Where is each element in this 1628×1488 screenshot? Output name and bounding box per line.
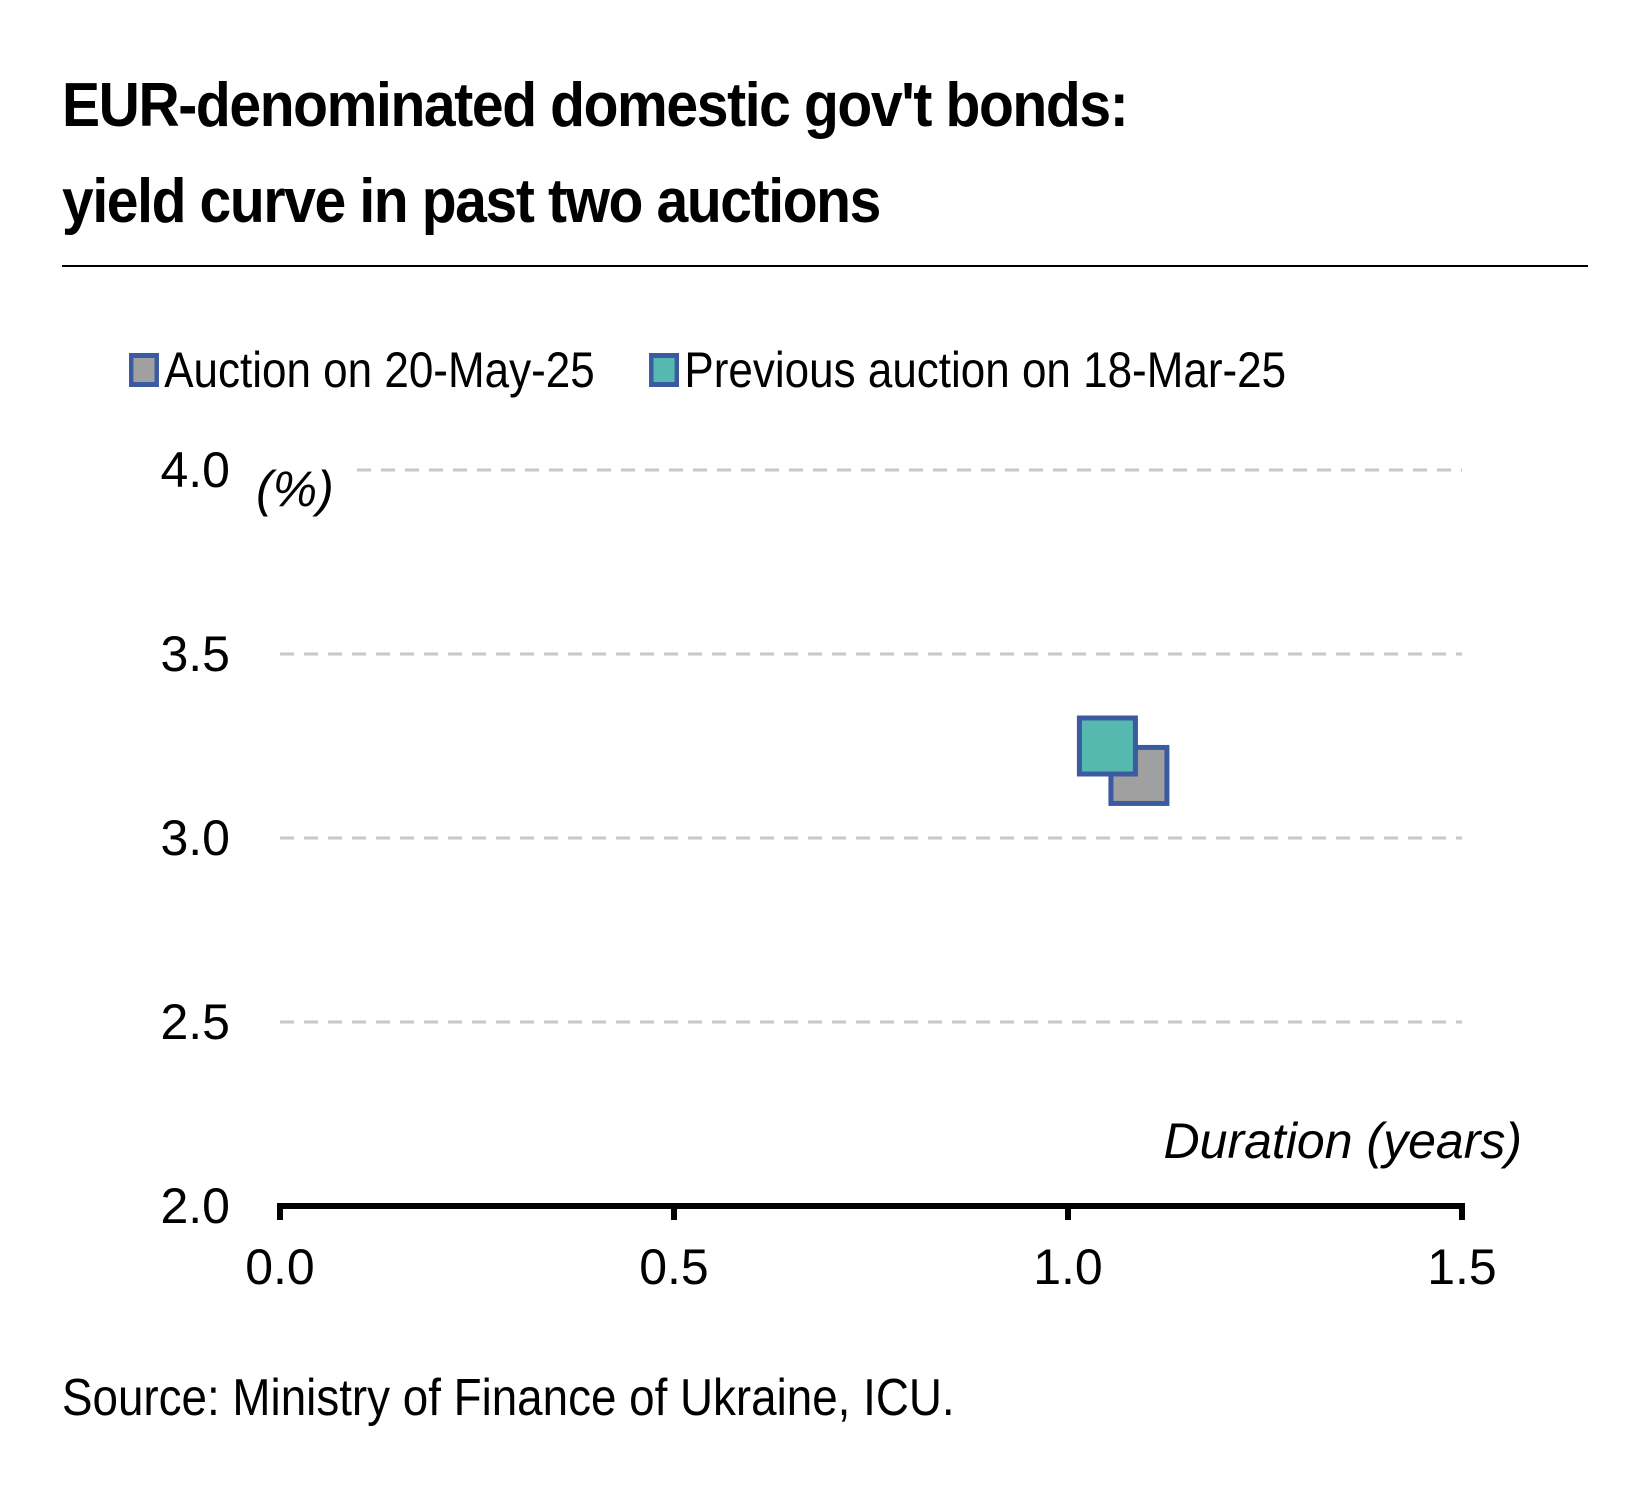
source-note: Source: Ministry of Finance of Ukraine, … bbox=[62, 1369, 955, 1427]
x-axis: 0.0 0.5 1.0 1.5 bbox=[245, 1203, 1497, 1295]
y-axis-ticks: 2.0 2.5 3.0 3.5 4.0 bbox=[160, 442, 230, 1234]
title-line-2: yield curve in past two auctions bbox=[62, 167, 881, 236]
legend: Auction on 20-May-25 Previous auction on… bbox=[129, 340, 1341, 400]
title-divider bbox=[62, 265, 1588, 267]
legend-swatch-previous bbox=[649, 353, 680, 387]
gridlines bbox=[280, 468, 1462, 1024]
x-axis-title: Duration (years) bbox=[1164, 1113, 1522, 1169]
legend-item-previous: Previous auction on 18-Mar-25 bbox=[649, 341, 1286, 399]
y-tick-label: 2.0 bbox=[160, 1178, 230, 1234]
legend-swatch-current bbox=[129, 353, 159, 387]
y-axis-title: (%) bbox=[256, 461, 334, 517]
y-tick-label: 3.5 bbox=[160, 626, 230, 682]
data-points bbox=[1076, 715, 1170, 806]
y-tick-label: 3.0 bbox=[160, 810, 230, 866]
x-tick-label: 0.0 bbox=[245, 1239, 315, 1295]
legend-item-current: Auction on 20-May-25 bbox=[129, 341, 595, 399]
y-tick-label: 4.0 bbox=[160, 442, 230, 498]
chart-title: EUR-denominated domestic gov't bonds: yi… bbox=[62, 58, 1424, 250]
x-tick-label: 0.5 bbox=[639, 1239, 709, 1295]
x-tick-label: 1.5 bbox=[1427, 1239, 1497, 1295]
x-tick-label: 1.0 bbox=[1033, 1239, 1103, 1295]
y-tick-label: 2.5 bbox=[160, 994, 230, 1050]
legend-label-current: Auction on 20-May-25 bbox=[164, 342, 595, 398]
title-line-1: EUR-denominated domestic gov't bonds: bbox=[62, 71, 1129, 140]
legend-label-previous: Previous auction on 18-Mar-25 bbox=[684, 342, 1287, 398]
point-previous-auction bbox=[1076, 715, 1138, 777]
